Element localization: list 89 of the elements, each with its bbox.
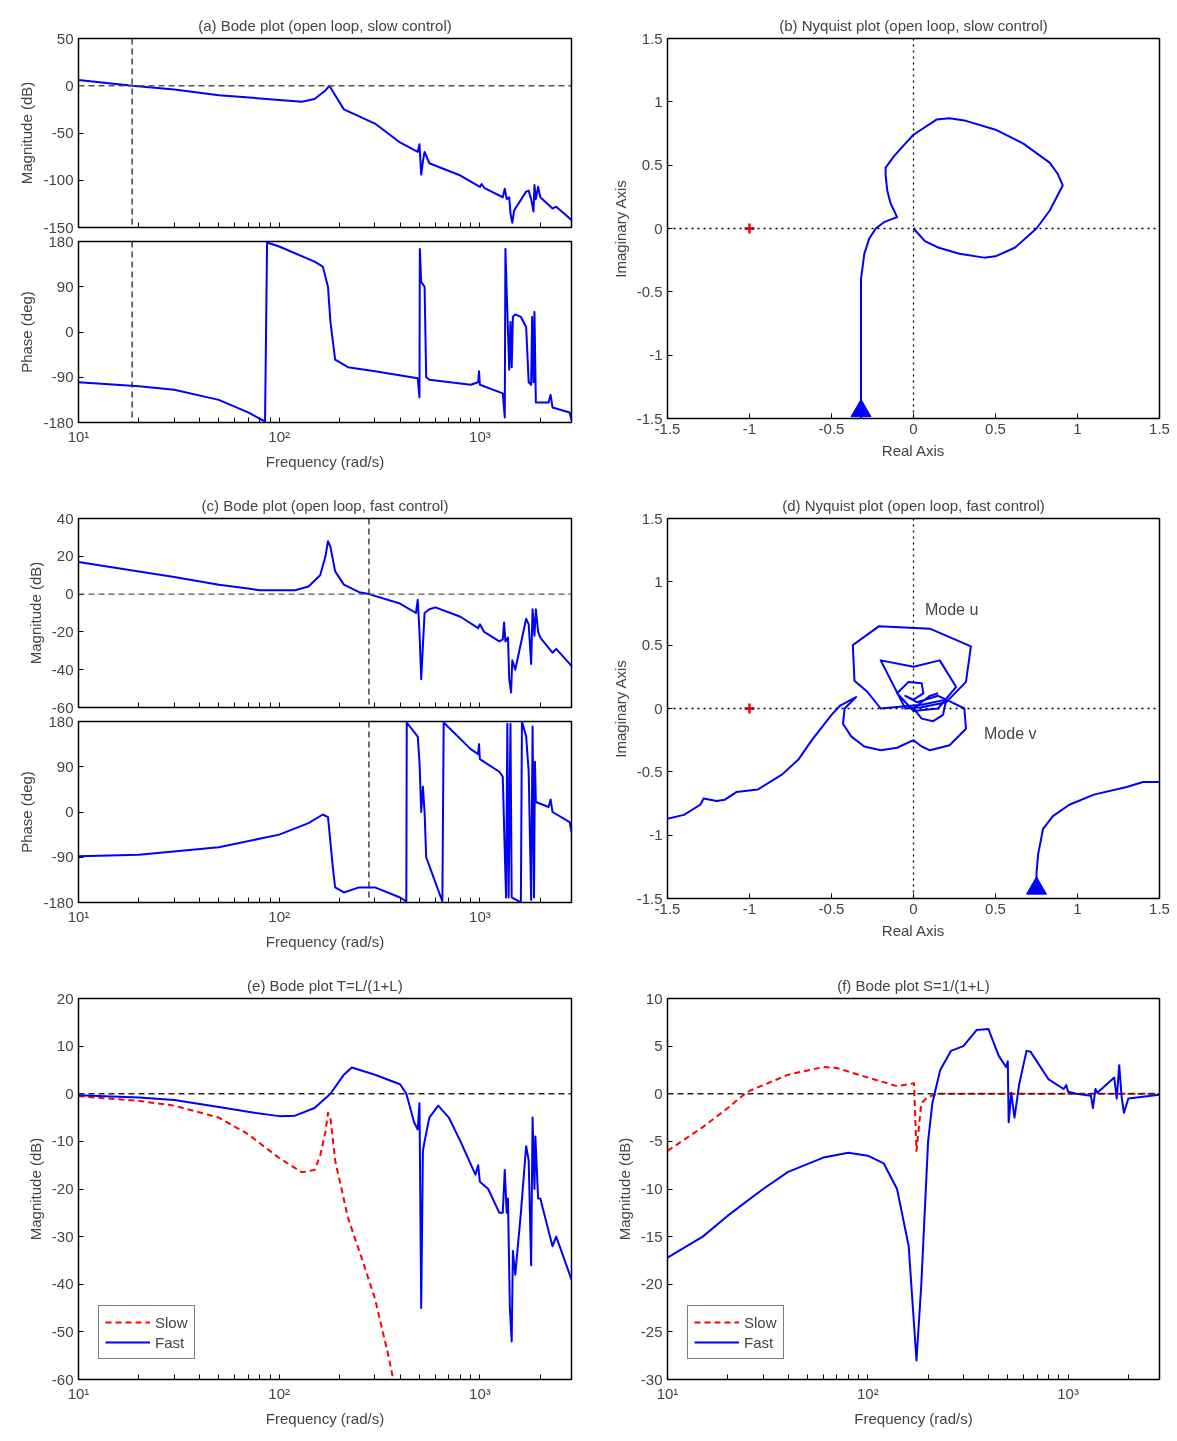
y-axis-title: Imaginary Axis — [611, 180, 629, 278]
y-axis-title: Phase (deg) — [18, 291, 36, 373]
y-tick-label: -50 — [51, 124, 74, 141]
y-tick-label: 0 — [654, 219, 663, 237]
y-tick-label: -0.5 — [636, 762, 663, 780]
y-tick-label: 0 — [65, 1084, 74, 1102]
y-tick-label: 90 — [56, 277, 74, 295]
y-axis-title: Magnitude (dB) — [18, 81, 36, 185]
y-tick-label: 10 — [645, 989, 663, 1007]
x-axis-title: Frequency (rad/s) — [265, 932, 385, 950]
y-tick-label: 20 — [56, 547, 74, 565]
legend-label: Slow — [744, 1313, 777, 1331]
y-tick-label: 0.5 — [641, 636, 663, 654]
y-tick-label: -90 — [51, 848, 74, 866]
y-tick-label: 0 — [654, 699, 663, 717]
y-tick-label: 50 — [56, 29, 74, 47]
x-tick-label: 10² — [268, 907, 291, 925]
y-tick-label: 0 — [654, 1084, 663, 1102]
y-tick-label: -40 — [51, 660, 74, 678]
chart-title: (a) Bode plot (open loop, slow control) — [198, 16, 452, 34]
x-tick-label: 1 — [1073, 899, 1082, 917]
annotation: Mode u — [924, 601, 979, 619]
x-axis-title: Real Axis — [881, 921, 945, 939]
x-tick-label: 0.5 — [985, 899, 1006, 917]
y-tick-label: 0.5 — [641, 156, 663, 174]
chart-title: (c) Bode plot (open loop, fast control) — [201, 496, 449, 514]
y-tick-label: 5 — [654, 1037, 663, 1055]
x-tick-label: 1 — [1073, 419, 1082, 437]
y-tick-label: -100 — [43, 171, 74, 189]
annotation: Mode v — [984, 725, 1037, 743]
y-tick-label: 0 — [65, 803, 74, 820]
legend-label: Fast — [155, 1333, 185, 1351]
x-tick-label: 10³ — [469, 427, 491, 445]
x-axis-title: Frequency (rad/s) — [265, 452, 385, 470]
y-tick-label: -1 — [649, 826, 663, 844]
y-tick-label: -15 — [640, 1227, 663, 1245]
x-tick-label: 1.5 — [1149, 899, 1170, 917]
y-tick-label: -0.5 — [636, 282, 663, 300]
x-tick-label: -0.5 — [818, 419, 845, 437]
x-tick-label: 10³ — [469, 1384, 491, 1402]
chart-title: (b) Nyquist plot (open loop, slow control) — [779, 16, 1048, 34]
y-tick-label: -50 — [51, 1322, 74, 1340]
x-tick-label: -1 — [742, 419, 757, 437]
x-tick-label: 1.5 — [1149, 419, 1170, 437]
y-axis-title: Imaginary Axis — [611, 660, 629, 758]
y-tick-label: -20 — [640, 1275, 663, 1293]
x-tick-label: -0.5 — [818, 899, 845, 917]
x-tick-label: 10² — [856, 1384, 879, 1402]
y-tick-label: 1 — [654, 92, 663, 110]
y-axis-title: Phase (deg) — [18, 771, 36, 853]
y-tick-label: 1.5 — [641, 509, 663, 527]
x-tick-label: 10² — [268, 1384, 291, 1402]
x-tick-label: -1 — [742, 899, 757, 917]
x-tick-label: 10³ — [469, 907, 491, 925]
y-tick-label: 1 — [654, 572, 663, 590]
y-tick-label: -40 — [51, 1275, 74, 1293]
y-axis-title: Magnitude (dB) — [26, 561, 44, 665]
y-tick-label: 0 — [65, 76, 74, 94]
x-tick-label: 10³ — [1057, 1384, 1079, 1402]
y-axis-title: Magnitude (dB) — [615, 1137, 633, 1241]
y-tick-label: -10 — [640, 1180, 663, 1197]
y-tick-label: 1.5 — [641, 29, 663, 47]
x-axis-title: Real Axis — [881, 441, 945, 459]
legend-label: Slow — [155, 1313, 188, 1331]
y-tick-label: -1 — [649, 346, 663, 364]
x-tick-label: 0 — [909, 419, 918, 437]
y-tick-label: 0 — [65, 585, 74, 603]
y-tick-label: -5 — [649, 1132, 663, 1150]
x-tick-label: 0.5 — [985, 419, 1006, 437]
legend-label: Fast — [744, 1333, 774, 1351]
y-tick-label: -90 — [51, 368, 74, 386]
y-tick-label: 20 — [56, 989, 74, 1007]
y-tick-label: -10 — [51, 1132, 74, 1150]
x-axis-title: Frequency (rad/s) — [265, 1409, 385, 1427]
y-tick-label: 40 — [56, 509, 74, 527]
x-tick-label: 0 — [909, 899, 918, 917]
chart-title: (f) Bode plot S=1/(1+L) — [837, 976, 990, 994]
chart-title: (d) Nyquist plot (open loop, fast control) — [782, 496, 1045, 514]
chart-title: (e) Bode plot T=L/(1+L) — [247, 976, 403, 994]
y-tick-label: -25 — [640, 1322, 663, 1340]
x-tick-label: 10² — [268, 427, 291, 445]
y-tick-label: -30 — [51, 1227, 74, 1245]
y-axis-title: Magnitude (dB) — [26, 1137, 44, 1241]
y-tick-label: 0 — [65, 323, 74, 340]
y-tick-label: 90 — [56, 757, 74, 775]
y-tick-label: -20 — [51, 1180, 74, 1197]
x-axis-title: Frequency (rad/s) — [854, 1409, 973, 1427]
y-tick-label: -20 — [51, 622, 74, 640]
y-tick-label: 10 — [56, 1037, 74, 1055]
